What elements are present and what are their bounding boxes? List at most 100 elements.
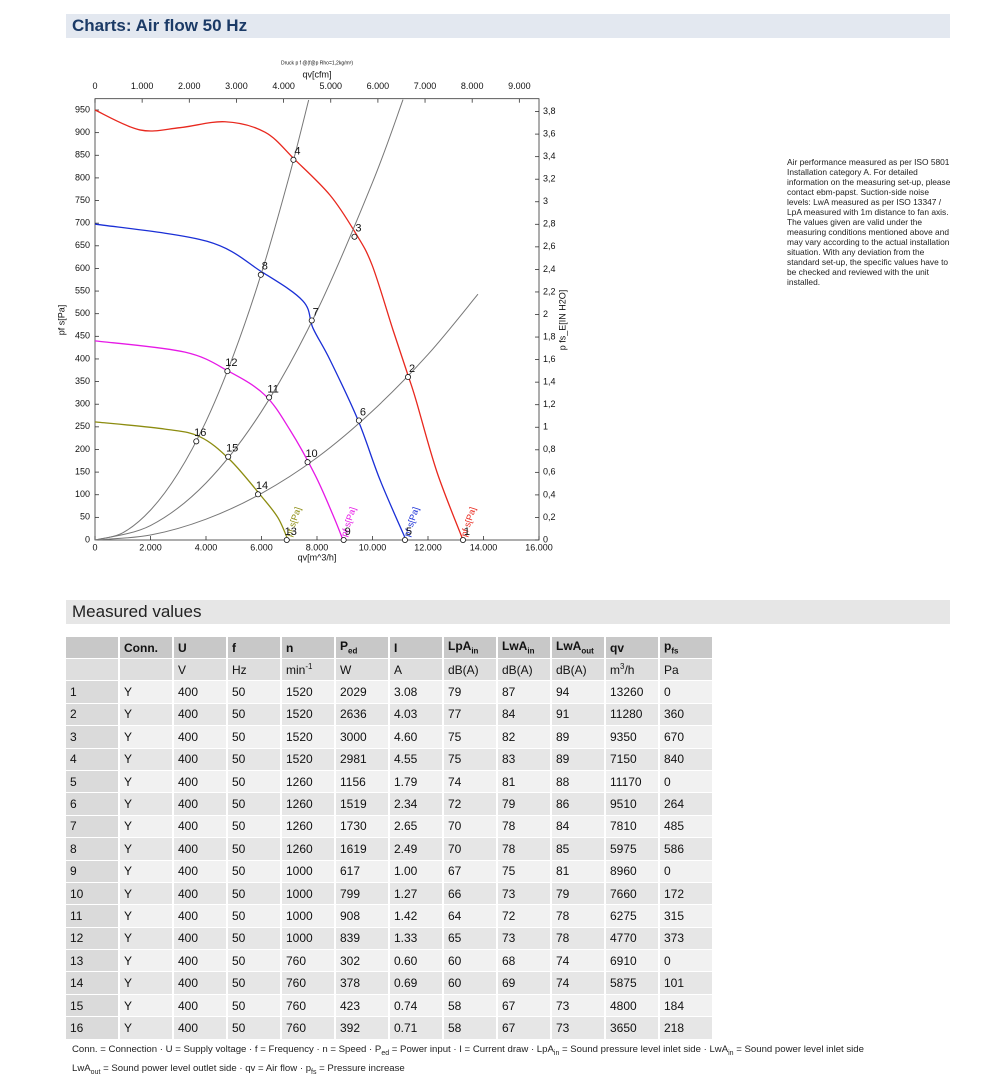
data-row: 13 Y 400 50 760 302 0.60 60 68 74 6910 0 [66,950,712,972]
data-cell: Y [120,972,172,994]
data-cell: 50 [228,860,280,882]
data-row: 16 Y 400 50 760 392 0.71 58 67 73 3650 218 [66,1017,712,1039]
data-cell: 13260 [606,681,658,703]
x2-tick-label: 4.000 [272,81,295,91]
data-cell: 2.49 [390,838,442,860]
header-cell: Ped [336,637,388,658]
data-cell: 74 [552,972,604,994]
data-cell: 7150 [606,748,658,770]
data-cell: 50 [228,815,280,838]
cell-sub: fs [671,646,679,656]
data-cell: 1156 [336,770,388,793]
data-cell: 1260 [282,793,334,815]
data-cell: 60 [444,950,496,972]
data-cell: Y [120,770,172,793]
y2-tick-label: 2,2 [543,286,556,296]
data-cell: 5875 [606,972,658,994]
data-cell: 91 [552,703,604,726]
data-cell: 2636 [336,703,388,726]
data-cell: 4800 [606,994,658,1017]
data-cell: 78 [498,838,550,860]
footnote-text: = Sound pressure level inlet side · LwA [559,1044,729,1055]
data-cell: 73 [552,1017,604,1039]
data-cell: 70 [444,838,496,860]
data-cell: 1.00 [390,860,442,882]
y2-tick-label: 1 [543,422,548,432]
data-row: 14 Y 400 50 760 378 0.69 60 69 74 5875 101 [66,972,712,994]
unit-cell: dB(A) [552,659,604,681]
data-cell: 9510 [606,793,658,815]
data-cell: 423 [336,994,388,1017]
header-cell [66,637,118,658]
data-cell: 400 [174,815,226,838]
data-cell: 400 [174,1017,226,1039]
data-cell: 50 [228,681,280,703]
data-cell: 72 [498,905,550,927]
data-cell: 400 [174,860,226,882]
data-cell: 1619 [336,838,388,860]
data-cell: 50 [228,1017,280,1039]
data-cell: 75 [498,860,550,882]
data-cell: 1260 [282,770,334,793]
title-bar: Charts: Air flow 50 Hz [66,14,950,38]
y2-tick-label: 2 [543,309,548,319]
cell-text: LpA [448,639,472,654]
data-cell: 3 [66,726,118,748]
data-cell: 1000 [282,905,334,927]
footnote-text: = Power input · I = Current draw · LpA [389,1044,554,1055]
data-cell: 1520 [282,726,334,748]
y2-tick-label: 1,6 [543,354,556,364]
data-cell: Y [120,927,172,950]
y-tick-label: 150 [75,466,90,476]
operating-point [304,459,311,466]
data-cell: 400 [174,726,226,748]
data-cell: 4.60 [390,726,442,748]
unit-cell: V [174,659,226,681]
data-cell: 69 [498,972,550,994]
operating-point [405,374,412,381]
y2-tick-label: 2,6 [543,241,556,251]
data-cell: 67 [498,994,550,1017]
data-cell: 4 [66,748,118,770]
fan-curve [94,223,407,541]
x-axis-label: qv[m^3/h] [298,552,337,562]
footnote-sub: ed [381,1049,390,1057]
data-cell: 50 [228,905,280,927]
data-cell: 50 [228,972,280,994]
data-cell: 4770 [606,927,658,950]
y-tick-label: 100 [75,489,90,499]
data-cell: 172 [660,882,712,905]
data-cell: 77 [444,703,496,726]
operating-point [355,417,362,424]
data-cell: 79 [552,882,604,905]
data-row: 15 Y 400 50 760 423 0.74 58 67 73 4800 184 [66,994,712,1017]
data-row: 1 Y 400 50 1520 2029 3.08 79 87 94 13260 0 [66,681,712,703]
data-cell: 1.79 [390,770,442,793]
footnotes: Conn. = Connection · U = Supply voltage … [72,1042,864,1078]
unit-cell: dB(A) [444,659,496,681]
data-cell: 400 [174,927,226,950]
point-label: 1 [464,526,470,538]
fan-curve [94,340,344,541]
data-cell: 50 [228,927,280,950]
data-cell: 184 [660,994,712,1017]
data-cell: 74 [444,770,496,793]
data-cell: 218 [660,1017,712,1039]
footnote-text: = Sound power level outlet side · qv = A… [100,1062,312,1074]
header-cell: LwAin [498,637,550,658]
x2-tick-label: 0 [92,81,97,91]
unit-cell: Hz [228,659,280,681]
data-cell: Y [120,994,172,1017]
operating-point [225,453,232,460]
data-row: 10 Y 400 50 1000 799 1.27 66 73 79 7660 172 [66,882,712,905]
data-cell: 392 [336,1017,388,1039]
data-row: 4 Y 400 50 1520 2981 4.55 75 83 89 7150 840 [66,748,712,770]
data-cell: 0.71 [390,1017,442,1039]
data-cell: 84 [552,815,604,838]
y2-tick-label: 2,4 [543,264,556,274]
data-cell: 3650 [606,1017,658,1039]
header-cell: qv [606,637,658,658]
data-cell: 760 [282,1017,334,1039]
data-cell: Y [120,703,172,726]
